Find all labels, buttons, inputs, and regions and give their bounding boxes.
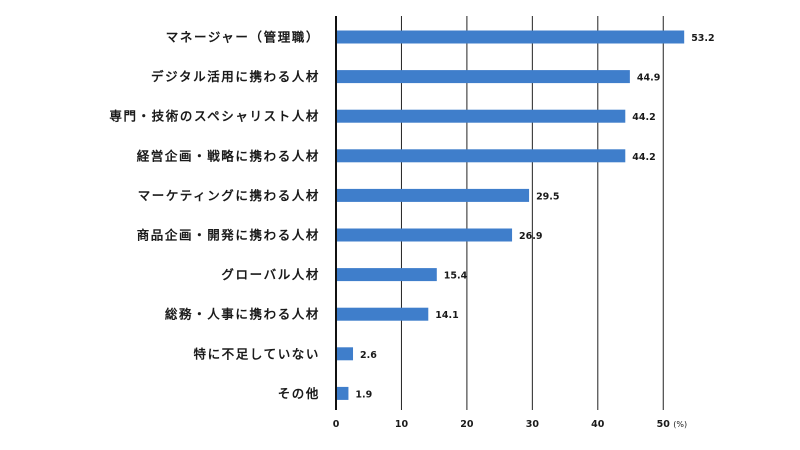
bar — [337, 109, 626, 123]
category-label: グローバル人材 — [221, 267, 320, 282]
x-tick-label: 20 — [460, 419, 474, 430]
bar — [337, 149, 626, 163]
x-tick-label: 30 — [526, 419, 540, 430]
value-label: 15.4 — [444, 271, 468, 282]
category-labels: マネージャー（管理職） デジタル活用に携わる人材専門・技術のスペシャリスト人材経営… — [109, 30, 320, 401]
category-label: 商品企画・開発に携わる人材 — [137, 228, 320, 243]
bar — [337, 386, 349, 400]
category-label: マネージャー（管理職） — [166, 30, 320, 45]
bar — [337, 228, 513, 242]
value-label: 29.5 — [536, 191, 559, 202]
category-label: その他 — [278, 386, 320, 401]
value-label: 26.9 — [519, 231, 542, 242]
category-label: マーケティングに携わる人材 — [138, 188, 320, 203]
bar — [337, 70, 630, 84]
bar — [337, 30, 685, 44]
bar — [337, 347, 354, 361]
x-axis-ticks: 0 10 20 30 40 50 (%) — [333, 419, 687, 430]
category-label: 総務・人事に携わる人材 — [165, 307, 320, 322]
value-label: 44.9 — [637, 73, 660, 84]
value-label: 44.2 — [632, 152, 655, 163]
value-label: 1.9 — [355, 389, 372, 400]
x-tick-label: 40 — [591, 419, 605, 430]
x-tick-label: 0 — [333, 419, 340, 430]
bar — [337, 188, 530, 202]
bar — [337, 268, 437, 282]
x-tick-label: 10 — [395, 419, 409, 430]
value-label: 53.2 — [691, 33, 714, 44]
value-label: 14.1 — [435, 310, 458, 321]
category-label: 専門・技術のスペシャリスト人材 — [109, 109, 320, 124]
bar — [337, 307, 429, 321]
category-label: 経営企画・戦略に携わる人材 — [137, 148, 320, 163]
category-label: デジタル活用に携わる人材 — [151, 69, 320, 84]
value-label: 44.2 — [632, 112, 655, 123]
value-labels: 53.2 44.9 44.2 44.2 29.5 26.9 15.4 14.1 2.6 1.9 — [355, 33, 714, 400]
category-label: 特に不足していない — [193, 346, 320, 361]
value-label: 2.6 — [360, 350, 377, 361]
x-tick-label: 50 — [657, 419, 671, 430]
x-axis-unit: (%) — [673, 420, 687, 429]
bars — [337, 30, 685, 400]
